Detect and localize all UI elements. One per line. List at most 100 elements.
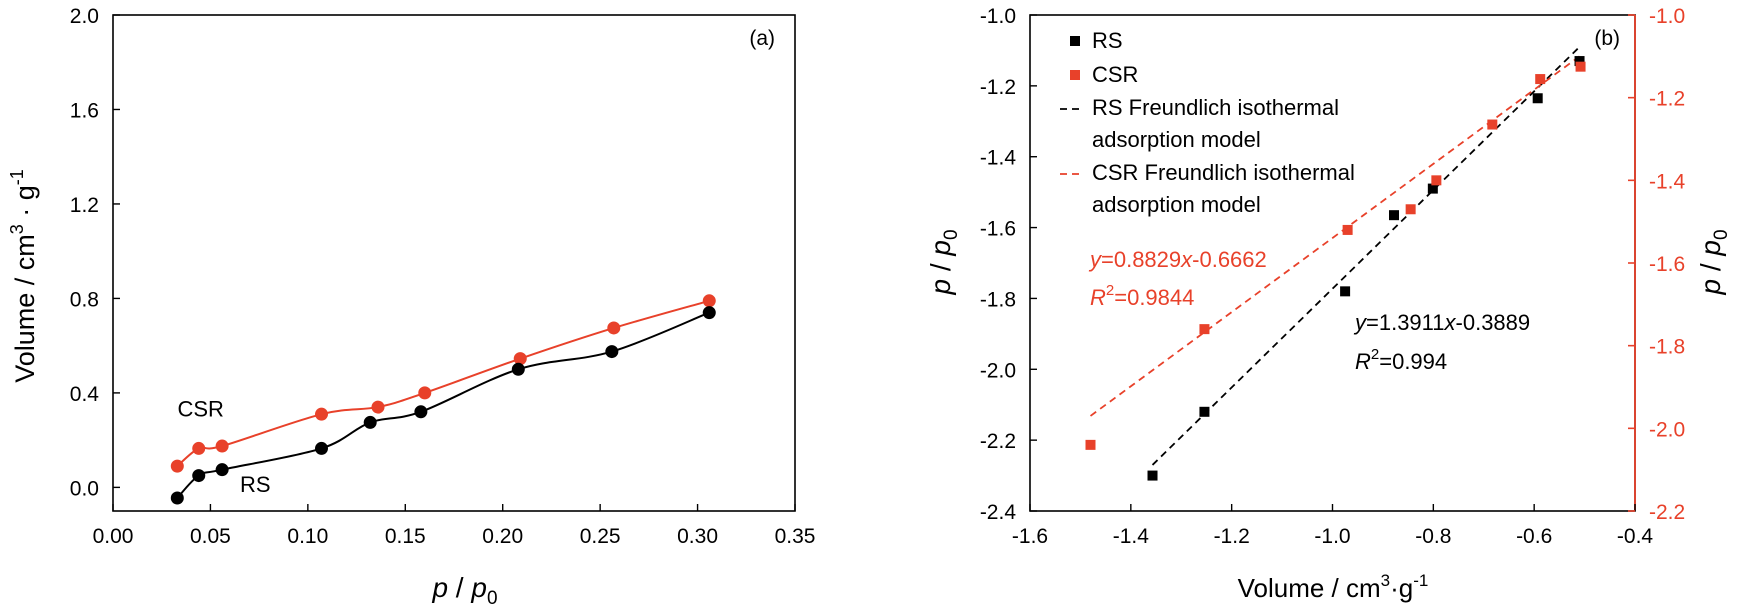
- legend-label-rs-fit: RS Freundlich isothermal: [1092, 95, 1339, 120]
- x-tick-label: 0.30: [677, 525, 718, 548]
- y-tick-label: -1.6: [980, 218, 1016, 241]
- series-label-csr: CSR: [177, 397, 223, 422]
- x-tick-label: 0.20: [482, 525, 523, 548]
- y-tick-label: 2.0: [70, 5, 99, 28]
- data-point-rs: [192, 469, 206, 483]
- data-point-rs: [1574, 56, 1585, 67]
- data-point-csr: [170, 459, 184, 473]
- y-tick-label: -1.4: [980, 147, 1017, 170]
- legend-label-csr: CSR: [1092, 62, 1138, 87]
- legend-marker-csr: [1070, 70, 1080, 80]
- legend-label-rs: RS: [1092, 28, 1123, 53]
- fit-equation-rs: y=1.3911x-0.3889: [1353, 310, 1530, 335]
- data-point-csr: [607, 321, 621, 335]
- panel-a-chart: 0.00 0.05 0.10 0.15 0.20 0.25 0.30 0.35 0.0 0.4 0…: [7, 5, 815, 609]
- x-tick-label: -1.4: [1113, 525, 1150, 548]
- panel-a-label: (a): [749, 27, 775, 50]
- data-point-rs: [1427, 183, 1438, 194]
- panel-a-y-axis-title: Volume / cm3 · g-1: [7, 169, 40, 383]
- x-tick-label: -1.0: [1314, 525, 1350, 548]
- y-tick-label: -1.8: [980, 288, 1016, 311]
- data-point-csr: [1535, 74, 1546, 85]
- data-point-rs: [1532, 93, 1543, 104]
- x-tick-label: -0.8: [1415, 525, 1451, 548]
- panel-b-left-y-axis-title: p / p0: [925, 229, 962, 295]
- x-tick-label: 0.35: [775, 525, 816, 548]
- panel-b-series: [1085, 46, 1586, 481]
- data-point-csr: [1431, 175, 1442, 186]
- data-point-csr: [1085, 439, 1096, 450]
- x-tick-label: -0.4: [1617, 525, 1654, 548]
- x-tick-label: 0.10: [287, 525, 328, 548]
- data-point-rs: [215, 463, 229, 477]
- panel-b-legend: RS CSR RS Freundlich isothermal adsorption …: [1060, 28, 1355, 217]
- data-point-csr: [513, 352, 527, 366]
- y-tick-label: -1.0: [980, 5, 1016, 28]
- panel-a-y-axis: 0.0 0.4 0.8 1.2 1.6 2.0: [70, 5, 120, 500]
- data-point-rs: [363, 415, 377, 429]
- panel-b-left-y-axis: -2.4 -2.2 -2.0 -1.8 -1.6 -1.4 -1.2 -1.0: [980, 5, 1037, 524]
- data-point-rs: [314, 441, 328, 455]
- panel-a-series: [170, 294, 716, 505]
- data-point-rs: [1389, 210, 1400, 221]
- y-tick-label: 0.0: [70, 477, 99, 500]
- data-point-csr: [215, 439, 229, 453]
- y-tick-label: 1.2: [70, 194, 99, 217]
- y-tick-label: 1.6: [70, 99, 99, 122]
- series-line-csr: [176, 299, 710, 467]
- panel-b-x-axis-title: Volume / cm3·g-1: [1238, 571, 1429, 603]
- data-point-rs: [511, 362, 525, 376]
- panel-a-annotations: CSR RS: [177, 397, 270, 498]
- data-point-csr: [192, 441, 206, 455]
- x-tick-label: 0.25: [580, 525, 621, 548]
- panel-b-right-y-axis: -2.2 -2.0 -1.8 -1.6 -1.4 -1.2 -1.0: [1628, 5, 1686, 524]
- data-point-csr: [1405, 204, 1416, 215]
- data-point-csr: [1575, 61, 1586, 72]
- panel-b-right-y-axis-title: p / p0: [1695, 229, 1732, 295]
- series-label-rs: RS: [240, 472, 271, 497]
- data-point-rs: [414, 405, 428, 419]
- panel-a-x-axis-title: p / p0: [431, 572, 497, 609]
- data-point-csr: [1342, 224, 1353, 235]
- legend-label-rs-fit-cont: adsorption model: [1092, 127, 1261, 152]
- data-point-csr: [1487, 119, 1498, 130]
- right-y-tick-label: -1.8: [1649, 336, 1685, 359]
- legend-label-csr-fit: CSR Freundlich isothermal: [1092, 160, 1355, 185]
- right-y-tick-label: -2.0: [1649, 418, 1685, 441]
- y-tick-label: -2.4: [980, 501, 1017, 524]
- data-point-csr: [371, 400, 385, 414]
- legend-label-csr-fit-cont: adsorption model: [1092, 192, 1261, 217]
- series-line-rs: [176, 311, 710, 499]
- x-tick-label: 0.05: [190, 525, 231, 548]
- x-tick-label: 0.00: [93, 525, 134, 548]
- data-point-csr: [418, 386, 432, 400]
- fit-line-csr: [1089, 55, 1581, 417]
- fit-line-rs: [1151, 46, 1581, 466]
- data-point-rs: [1340, 286, 1351, 297]
- data-point-rs: [170, 491, 184, 505]
- right-y-tick-label: -1.4: [1649, 170, 1686, 193]
- y-tick-label: 0.4: [70, 383, 100, 406]
- panel-a-frame: [112, 14, 796, 512]
- panel-a-x-axis: 0.00 0.05 0.10 0.15 0.20 0.25 0.30 0.35: [93, 504, 816, 548]
- right-y-tick-label: -1.6: [1649, 253, 1685, 276]
- y-tick-label: -1.2: [980, 76, 1016, 99]
- data-point-csr: [702, 294, 716, 308]
- data-point-csr: [1199, 324, 1210, 335]
- x-tick-label: 0.15: [385, 525, 426, 548]
- x-tick-label: -0.6: [1516, 525, 1552, 548]
- data-point-rs: [1147, 470, 1158, 481]
- data-point-csr: [314, 407, 328, 421]
- panel-b-label: (b): [1594, 27, 1620, 50]
- x-tick-label: -1.2: [1214, 525, 1250, 548]
- data-point-rs: [1199, 406, 1210, 417]
- panel-b-equations: y=0.8829x-0.6662 R2=0.9844 y=1.3911x-0.388…: [1088, 247, 1530, 374]
- right-y-tick-label: -2.2: [1649, 501, 1685, 524]
- y-tick-label: -2.2: [980, 430, 1016, 453]
- fit-r2-rs: R2=0.994: [1355, 346, 1447, 374]
- right-y-tick-label: -1.0: [1649, 5, 1685, 28]
- panel-b-x-axis: -1.6 -1.4 -1.2 -1.0 -0.8 -0.6 -0.4: [1012, 504, 1654, 548]
- data-point-rs: [702, 306, 716, 320]
- legend-marker-rs: [1070, 36, 1080, 46]
